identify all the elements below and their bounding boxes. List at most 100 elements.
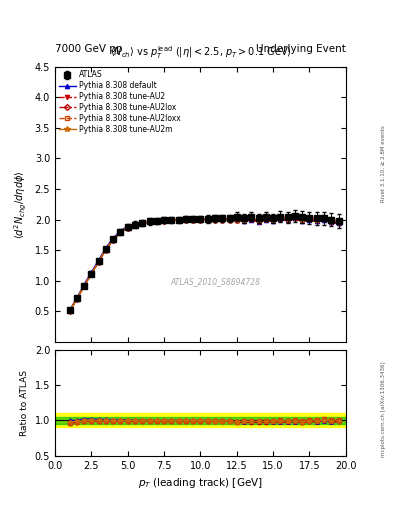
Pythia 8.308 tune-AU2loxx <box>227 217 232 223</box>
Pythia 8.308 tune-AU2lox <box>111 237 116 243</box>
Line: Pythia 8.308 tune-AU2lox: Pythia 8.308 tune-AU2lox <box>68 215 341 313</box>
Pythia 8.308 tune-AU2m <box>278 215 283 221</box>
Pythia 8.308 tune-AU2 <box>264 217 268 223</box>
Pythia 8.308 tune-AU2lox <box>96 259 101 265</box>
Pythia 8.308 tune-AU2 <box>96 259 101 265</box>
Pythia 8.308 tune-AU2m <box>264 216 268 222</box>
Pythia 8.308 tune-AU2loxx <box>162 218 167 224</box>
Pythia 8.308 tune-AU2 <box>184 217 188 223</box>
Pythia 8.308 tune-AU2m <box>227 216 232 222</box>
Pythia 8.308 tune-AU2lox <box>227 217 232 223</box>
Pythia 8.308 default <box>118 227 123 233</box>
Legend: ATLAS, Pythia 8.308 default, Pythia 8.308 tune-AU2, Pythia 8.308 tune-AU2lox, Py: ATLAS, Pythia 8.308 default, Pythia 8.30… <box>57 69 182 136</box>
Pythia 8.308 tune-AU2loxx <box>292 212 298 219</box>
Text: Underlying Event: Underlying Event <box>256 44 346 54</box>
Pythia 8.308 tune-AU2lox <box>154 219 159 225</box>
Text: mcplots.cern.ch [arXiv:1306.3436]: mcplots.cern.ch [arXiv:1306.3436] <box>381 362 386 457</box>
Pythia 8.308 tune-AU2lox <box>264 216 268 222</box>
Pythia 8.308 tune-AU2 <box>300 219 305 225</box>
Pythia 8.308 tune-AU2lox <box>314 217 319 223</box>
Pythia 8.308 tune-AU2loxx <box>89 271 94 277</box>
Pythia 8.308 tune-AU2loxx <box>235 217 239 223</box>
Pythia 8.308 tune-AU2 <box>220 217 225 223</box>
Pythia 8.308 tune-AU2lox <box>249 216 254 222</box>
Pythia 8.308 tune-AU2loxx <box>307 214 312 220</box>
Bar <box>55 417 346 424</box>
Pythia 8.308 tune-AU2 <box>242 218 246 224</box>
Pythia 8.308 default <box>147 219 152 225</box>
Pythia 8.308 tune-AU2loxx <box>96 259 101 265</box>
Pythia 8.308 tune-AU2lox <box>300 217 305 223</box>
Pythia 8.308 tune-AU2loxx <box>191 217 196 223</box>
Pythia 8.308 default <box>285 217 290 223</box>
Pythia 8.308 tune-AU2lox <box>125 225 130 231</box>
Pythia 8.308 tune-AU2loxx <box>329 216 334 222</box>
Pythia 8.308 default <box>249 217 254 223</box>
Pythia 8.308 tune-AU2m <box>75 295 79 302</box>
Pythia 8.308 tune-AU2lox <box>75 296 79 302</box>
Pythia 8.308 default <box>140 219 145 225</box>
Pythia 8.308 tune-AU2 <box>162 218 167 224</box>
Pythia 8.308 tune-AU2 <box>256 219 261 225</box>
Pythia 8.308 tune-AU2m <box>213 216 217 222</box>
Pythia 8.308 tune-AU2loxx <box>111 237 116 243</box>
Pythia 8.308 tune-AU2 <box>191 217 196 223</box>
Pythia 8.308 tune-AU2lox <box>213 217 217 223</box>
Pythia 8.308 tune-AU2m <box>67 308 72 314</box>
Pythia 8.308 tune-AU2m <box>300 217 305 223</box>
Pythia 8.308 tune-AU2lox <box>67 308 72 314</box>
Pythia 8.308 default <box>176 217 181 223</box>
Pythia 8.308 default <box>314 218 319 224</box>
Pythia 8.308 tune-AU2m <box>89 270 94 276</box>
Pythia 8.308 tune-AU2m <box>176 217 181 223</box>
Pythia 8.308 tune-AU2lox <box>140 220 145 226</box>
Pythia 8.308 tune-AU2 <box>198 217 203 223</box>
Pythia 8.308 tune-AU2loxx <box>169 217 174 223</box>
Bar <box>55 413 346 428</box>
Pythia 8.308 default <box>322 217 327 223</box>
Pythia 8.308 tune-AU2lox <box>242 217 246 223</box>
Pythia 8.308 default <box>191 216 196 222</box>
Pythia 8.308 tune-AU2m <box>292 214 298 220</box>
Pythia 8.308 tune-AU2loxx <box>278 214 283 220</box>
Pythia 8.308 tune-AU2loxx <box>118 229 123 236</box>
Pythia 8.308 tune-AU2lox <box>169 217 174 223</box>
Pythia 8.308 tune-AU2m <box>206 216 210 222</box>
Pythia 8.308 tune-AU2loxx <box>206 217 210 223</box>
Pythia 8.308 tune-AU2loxx <box>154 219 159 225</box>
Pythia 8.308 default <box>307 217 312 223</box>
Pythia 8.308 tune-AU2lox <box>271 217 275 223</box>
Pythia 8.308 tune-AU2 <box>133 222 138 228</box>
Pythia 8.308 tune-AU2loxx <box>176 217 181 223</box>
Pythia 8.308 tune-AU2loxx <box>314 215 319 221</box>
Pythia 8.308 default <box>111 235 116 241</box>
Y-axis label: $\langle d^2 N_{chg}/d\eta d\phi \rangle$: $\langle d^2 N_{chg}/d\eta d\phi \rangle… <box>13 170 29 239</box>
Pythia 8.308 tune-AU2m <box>184 216 188 222</box>
Pythia 8.308 default <box>300 218 305 224</box>
Pythia 8.308 tune-AU2lox <box>162 218 167 224</box>
Pythia 8.308 tune-AU2loxx <box>242 217 246 223</box>
Pythia 8.308 default <box>169 217 174 223</box>
Pythia 8.308 tune-AU2 <box>307 217 312 223</box>
Pythia 8.308 default <box>67 307 72 313</box>
Pythia 8.308 tune-AU2m <box>162 217 167 223</box>
Pythia 8.308 default <box>206 216 210 222</box>
Pythia 8.308 default <box>213 216 217 222</box>
Pythia 8.308 tune-AU2m <box>96 258 101 264</box>
Pythia 8.308 tune-AU2lox <box>322 216 327 222</box>
Pythia 8.308 tune-AU2lox <box>206 217 210 223</box>
Pythia 8.308 tune-AU2m <box>242 217 246 223</box>
Pythia 8.308 default <box>162 217 167 223</box>
Line: Pythia 8.308 tune-AU2: Pythia 8.308 tune-AU2 <box>68 217 341 313</box>
Pythia 8.308 default <box>75 295 79 301</box>
Pythia 8.308 tune-AU2 <box>278 217 283 223</box>
Pythia 8.308 tune-AU2lox <box>285 216 290 222</box>
Pythia 8.308 tune-AU2m <box>329 218 334 224</box>
Pythia 8.308 tune-AU2loxx <box>336 217 341 223</box>
Pythia 8.308 tune-AU2 <box>67 308 72 314</box>
Pythia 8.308 tune-AU2loxx <box>104 247 108 253</box>
Pythia 8.308 tune-AU2 <box>336 221 341 227</box>
X-axis label: $p_T$ (leading track) [GeV]: $p_T$ (leading track) [GeV] <box>138 476 263 490</box>
Text: Rivet 3.1.10, ≥ 2.8M events: Rivet 3.1.10, ≥ 2.8M events <box>381 125 386 202</box>
Pythia 8.308 tune-AU2m <box>140 220 145 226</box>
